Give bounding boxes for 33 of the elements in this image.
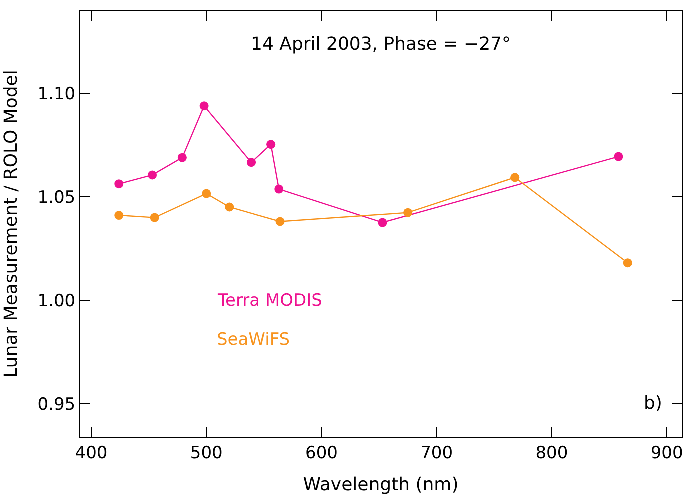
annotation: b) [644, 393, 662, 414]
point [274, 184, 284, 194]
y-axis-title: Lunar Measurement / ROLO Model [0, 70, 22, 378]
point [276, 217, 285, 226]
point [404, 208, 413, 218]
point [225, 202, 234, 212]
y-tick-label: 1.05 [38, 188, 76, 208]
x-tick-label: 600 [305, 443, 338, 464]
point [247, 158, 256, 168]
y-tick-label: 0.95 [38, 394, 76, 415]
x-axis-title: Wavelength (nm) [303, 474, 459, 496]
point [623, 258, 632, 268]
y-tick-label: 1.10 [38, 84, 76, 105]
y-tick-label: 1.00 [38, 291, 76, 312]
x-tick-label: 500 [190, 443, 223, 464]
point [150, 213, 160, 222]
point [614, 152, 624, 162]
x-tick-label: 900 [650, 443, 684, 464]
point [200, 102, 209, 111]
x-tick-label: 400 [75, 443, 108, 464]
point [178, 153, 187, 162]
x-tick-label: 800 [536, 443, 568, 464]
point [510, 173, 520, 182]
point [266, 140, 276, 150]
point [114, 211, 124, 220]
point [148, 170, 158, 180]
text: SeaWiFS [217, 330, 290, 350]
text: Terra MODIS [217, 291, 322, 311]
point [114, 180, 124, 189]
point [378, 218, 388, 228]
annotation: 14 April 2003, Phase = −27° [251, 34, 511, 55]
point [202, 189, 212, 198]
x-tick-label: 700 [420, 443, 454, 464]
